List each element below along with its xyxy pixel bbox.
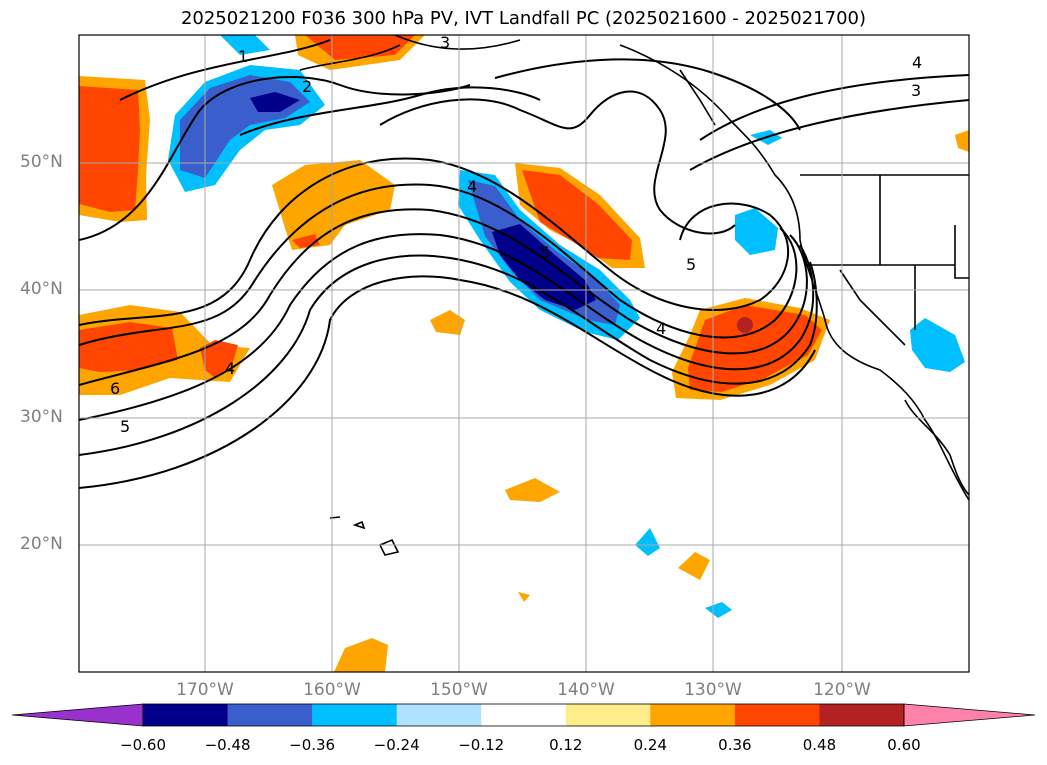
contour-label: 4: [912, 53, 922, 72]
contour-label: 5: [686, 255, 696, 274]
lon-label-140w: 140°W: [557, 680, 615, 700]
lon-label-150w: 150°W: [430, 680, 488, 700]
lon-label-160w: 160°W: [303, 680, 361, 700]
colorbar-segment: [396, 704, 482, 726]
colorbar-tick-label: 0.36: [718, 736, 752, 754]
colorbar-tick-label: 0.60: [887, 736, 921, 754]
contour-label: 4: [467, 177, 477, 196]
contour-label: 1: [238, 47, 248, 66]
colorbar-tick-label: −0.48: [204, 736, 251, 754]
contour-label: 3: [440, 33, 450, 52]
lat-label-20n: 20°N: [20, 534, 63, 554]
contour-label: 5: [120, 417, 130, 436]
colorbar-tick-label: −0.24: [373, 736, 420, 754]
lon-label-170w: 170°W: [176, 680, 234, 700]
colorbar-extend-low: [11, 703, 144, 727]
lat-label-30n: 30°N: [20, 407, 63, 427]
colorbar-segment: [227, 704, 313, 726]
gridlines: [79, 35, 969, 672]
lat-label-50n: 50°N: [20, 152, 63, 172]
colorbar-tick-label: 0.24: [633, 736, 668, 754]
colorbar-tick-label: 0.48: [802, 736, 837, 754]
map-plot: 1 2 3 4 3 4 4 5 5 6 4 5: [78, 33, 970, 673]
colorbar-segment: [819, 704, 905, 726]
colorbar: [11, 703, 1036, 727]
colorbar-tick-label: 0.12: [549, 736, 583, 754]
map-title: 2025021200 F036 300 hPa PV, IVT Landfall…: [180, 8, 867, 29]
lon-label-120w: 120°W: [813, 680, 871, 700]
lon-label-130w: 130°W: [684, 680, 742, 700]
colorbar-tick-label: −0.60: [120, 736, 166, 754]
coastlines: [299, 35, 969, 556]
contour-label: 2: [302, 77, 312, 96]
map-frame: [78, 34, 970, 673]
colorbar-segment: [312, 704, 398, 726]
colorbar-frame: [142, 703, 905, 727]
colorbar-extend-high: [903, 703, 1036, 727]
colorbar-segment: [565, 704, 651, 726]
contour-label: 4: [656, 319, 666, 338]
colorbar-segment: [650, 704, 736, 726]
lat-label-40n: 40°N: [20, 279, 63, 299]
colorbar-tick-label: −0.36: [289, 736, 336, 754]
contour-label: 4: [225, 359, 235, 378]
colorbar-tick-label: −0.12: [458, 736, 505, 754]
colorbar-segment: [143, 704, 229, 726]
contour-label: 3: [911, 81, 921, 100]
negative-anomaly-regions: [168, 35, 965, 618]
contour-label: 5: [540, 243, 550, 262]
contour-label: 6: [110, 379, 120, 398]
colorbar-segment: [734, 704, 820, 726]
colorbar-segment: [481, 704, 567, 726]
